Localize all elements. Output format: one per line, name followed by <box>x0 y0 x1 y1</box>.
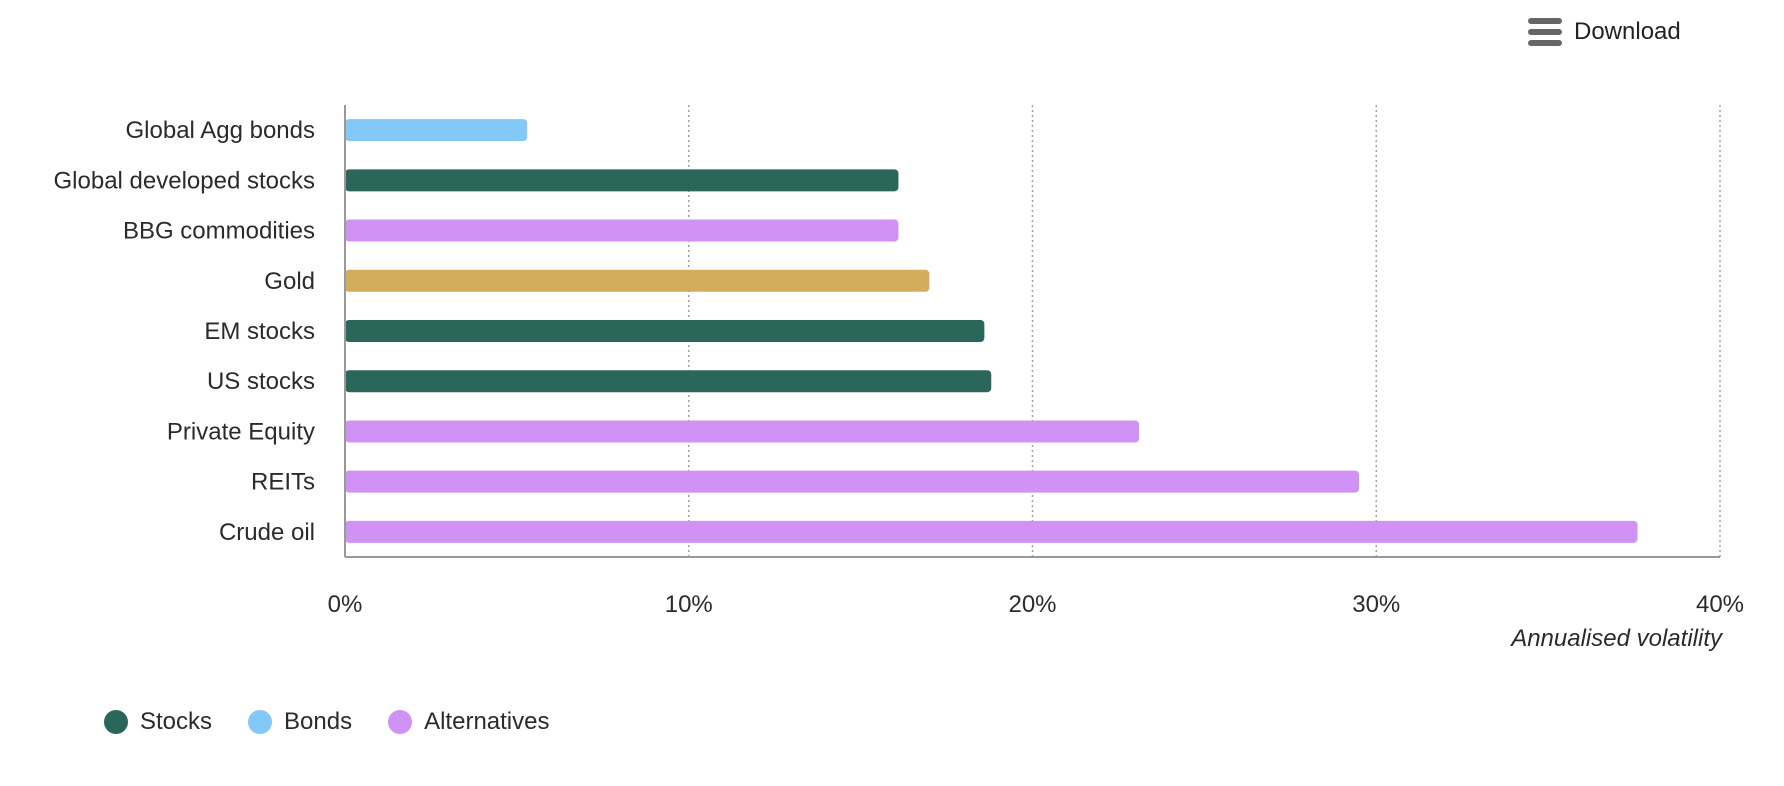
category-label: Global Agg bonds <box>126 117 315 144</box>
x-axis-title: Annualised volatility <box>1509 625 1724 652</box>
bar-global-agg-bonds[interactable] <box>345 119 528 142</box>
bar-em-stocks[interactable] <box>345 320 985 342</box>
category-label: Crude oil <box>219 519 315 546</box>
x-tick-label: 0% <box>328 591 363 618</box>
category-label: US stocks <box>207 368 315 395</box>
legend: Stocks Bonds Alternatives <box>104 708 549 736</box>
download-label: Download <box>1574 18 1681 45</box>
legend-dot-icon <box>104 710 128 734</box>
x-tick-label: 30% <box>1352 591 1400 618</box>
x-tick-label: 20% <box>1008 591 1056 618</box>
download-button[interactable]: Download <box>1528 12 1681 52</box>
category-label: REITs <box>251 469 315 496</box>
legend-item-stocks[interactable]: Stocks <box>104 708 212 736</box>
category-labels: Global Agg bonds Global developed stocks B… <box>54 117 316 546</box>
legend-label: Stocks <box>140 708 213 735</box>
hamburger-menu-icon <box>1528 18 1562 46</box>
legend-dot-icon <box>388 710 413 734</box>
bar-global-developed-stocks[interactable] <box>345 169 899 192</box>
x-tick-label: 10% <box>665 591 713 618</box>
bar-reits[interactable] <box>345 470 1360 493</box>
category-label: Private Equity <box>167 418 315 445</box>
x-tick-label: 40% <box>1696 591 1744 618</box>
axes <box>344 105 1720 558</box>
legend-item-alternatives[interactable]: Alternatives <box>388 708 549 736</box>
bar-crude-oil[interactable] <box>345 520 1638 543</box>
legend-label: Bonds <box>284 708 353 735</box>
bar-chart: Global Agg bonds Global developed stocks B… <box>54 105 1744 652</box>
bar-private-equity[interactable] <box>345 420 1140 443</box>
category-label: Gold <box>264 268 315 295</box>
bars <box>345 119 1638 543</box>
category-label: Global developed stocks <box>54 167 316 194</box>
legend-label: Alternatives <box>424 708 550 735</box>
legend-dot-icon <box>248 710 273 734</box>
category-label: BBG commodities <box>123 218 315 245</box>
bar-us-stocks[interactable] <box>345 370 992 393</box>
bar-gold[interactable] <box>345 269 930 292</box>
category-label: EM stocks <box>204 318 315 345</box>
bar-bbg-commodities[interactable] <box>345 219 899 242</box>
x-tick-labels: 0% 10% 20% 30% 40% <box>328 591 1744 618</box>
legend-item-bonds[interactable]: Bonds <box>248 708 352 736</box>
